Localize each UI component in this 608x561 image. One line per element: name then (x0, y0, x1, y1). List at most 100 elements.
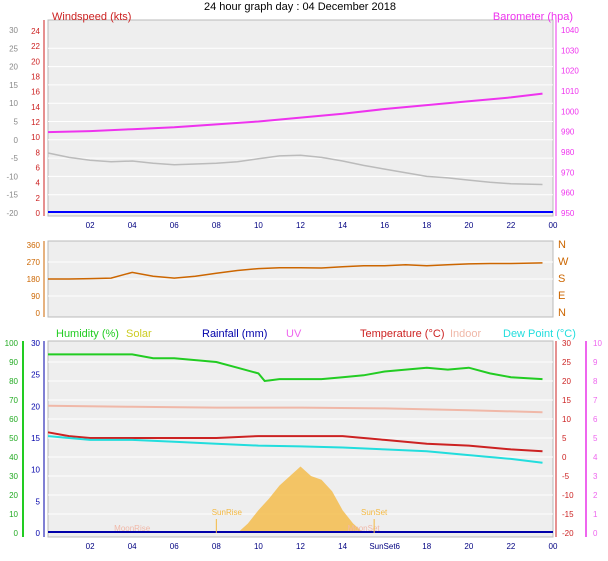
direction-axis-tick: 90 (31, 292, 40, 301)
barometer-axis-tick: 960 (561, 189, 575, 198)
barometer-axis-tick: 1040 (561, 26, 579, 35)
dewpoint-series (47, 435, 543, 464)
humidity-axis-tick: 50 (9, 434, 18, 443)
humidity-axis-tick: 90 (9, 358, 18, 367)
temperature-axis-tick: 20 (562, 377, 571, 386)
temperature-axis-tick: 0 (562, 453, 567, 462)
x-axis-tick: 14 (338, 542, 347, 551)
x-axis-tick: 08 (212, 221, 221, 230)
barometer-axis-tick: 950 (561, 209, 575, 218)
uv-axis-tick: 4 (593, 453, 598, 462)
compass-axis-tick: S (558, 273, 565, 285)
solar-area (237, 466, 364, 533)
wind-axis-tick: 14 (31, 103, 40, 112)
annotation-label: MoonRise (114, 524, 151, 533)
x-axis-tick: 20 (464, 221, 473, 230)
temperature-axis-tick: -5 (562, 472, 570, 481)
temperature-series (47, 431, 543, 453)
legend-humidity: Humidity (%) (56, 328, 119, 340)
wind-axis-tick: 20 (31, 57, 40, 66)
indoor-series (47, 404, 543, 414)
barometer-axis-tick: 1030 (561, 46, 579, 55)
direction-axis-tick: 360 (27, 241, 41, 250)
wind-axis-tick: 8 (36, 148, 41, 157)
x-axis-tick: 14 (338, 221, 347, 230)
barometer-axis-tick: 1010 (561, 87, 579, 96)
wind-axis-tick: 4 (36, 179, 41, 188)
legend-temperature: Temperature (°C) (360, 328, 444, 340)
wind-axis-tick-outer: -10 (6, 172, 18, 181)
uv-axis-tick: 5 (593, 434, 598, 443)
x-axis-tick: 22 (506, 221, 515, 230)
x-axis-tick: 04 (128, 221, 137, 230)
humidity-axis-tick: 0 (14, 529, 19, 538)
barometer-axis-tick: 980 (561, 148, 575, 157)
rainfall-axis-tick: 5 (36, 497, 41, 506)
windspeed-series (47, 152, 543, 186)
rainfall-axis-tick: 20 (31, 402, 40, 411)
uv-axis-tick: 8 (593, 377, 598, 386)
temperature-axis-tick: 10 (562, 415, 571, 424)
annotation-label: SunSet (361, 508, 388, 517)
wind-axis-tick: 6 (36, 164, 41, 173)
wind-axis-tick-outer: 0 (14, 136, 19, 145)
temperature-axis-tick: -20 (562, 529, 574, 538)
humidity-axis-tick: 60 (9, 415, 18, 424)
wind-axis-tick-outer: 30 (9, 26, 18, 35)
wind-axis-tick: 24 (31, 27, 40, 36)
compass-axis-tick: E (558, 290, 565, 302)
windspeed-label: Windspeed (kts) (52, 11, 131, 23)
wind-axis-tick-outer: -5 (11, 154, 19, 163)
wind-axis-tick: 12 (31, 118, 40, 127)
x-axis-tick: 10 (254, 221, 263, 230)
x-axis-tick: 06 (170, 542, 179, 551)
x-axis-tick: 18 (422, 221, 431, 230)
x-axis-tick: 10 (254, 542, 263, 551)
x-axis-tick: SunSet6 (369, 542, 400, 551)
x-axis-tick: 18 (422, 542, 431, 551)
x-axis-tick: 08 (212, 542, 221, 551)
compass-axis-tick: N (558, 239, 566, 251)
direction-series (48, 262, 543, 280)
x-axis-tick: 02 (86, 542, 95, 551)
x-axis-tick: 12 (296, 221, 305, 230)
barometer-axis-tick: 970 (561, 168, 575, 177)
humidity-axis-tick: 100 (5, 339, 19, 348)
uv-axis-tick: 9 (593, 358, 598, 367)
wind-axis-tick: 22 (31, 42, 40, 51)
legend-uv: UV (286, 328, 302, 340)
barometer-axis-tick: 1020 (561, 67, 579, 76)
legend-dewpoint: Dew Point (°C) (503, 328, 576, 340)
humidity-axis-tick: 80 (9, 377, 18, 386)
rainfall-axis-tick: 25 (31, 371, 40, 380)
wind-axis-tick-outer: -15 (6, 191, 18, 200)
wind-axis-tick-outer: 25 (9, 44, 18, 53)
barometer-axis-tick: 990 (561, 128, 575, 137)
legend-indoor: Indoor (450, 328, 482, 340)
humidity-axis-tick: 70 (9, 396, 18, 405)
temperature-axis-tick: 15 (562, 396, 571, 405)
uv-axis-tick: 6 (593, 415, 598, 424)
barometer-series (47, 92, 543, 134)
humidity-axis-tick: 20 (9, 491, 18, 500)
wind-axis-tick: 18 (31, 73, 40, 82)
x-axis-tick: 02 (86, 221, 95, 230)
uv-axis-tick: 7 (593, 396, 598, 405)
uv-axis-tick: 3 (593, 472, 598, 481)
humidity-axis-tick: 30 (9, 472, 18, 481)
wind-axis-tick-outer: 15 (9, 81, 18, 90)
wind-axis-tick-outer: 10 (9, 99, 18, 108)
barometer-axis-tick: 1000 (561, 107, 579, 116)
temperature-axis-tick: -10 (562, 491, 574, 500)
uv-axis-tick: 0 (593, 529, 598, 538)
x-axis-tick: 16 (380, 221, 389, 230)
legend-solar: Solar (126, 328, 152, 340)
wind-axis-tick-outer: 5 (14, 118, 19, 127)
rainfall-axis-tick: 0 (36, 529, 41, 538)
rainfall-axis-tick: 30 (31, 339, 40, 348)
legend-rainfall: Rainfall (mm) (202, 328, 267, 340)
annotation-label: SunRise (212, 508, 243, 517)
x-axis-tick: 20 (464, 542, 473, 551)
